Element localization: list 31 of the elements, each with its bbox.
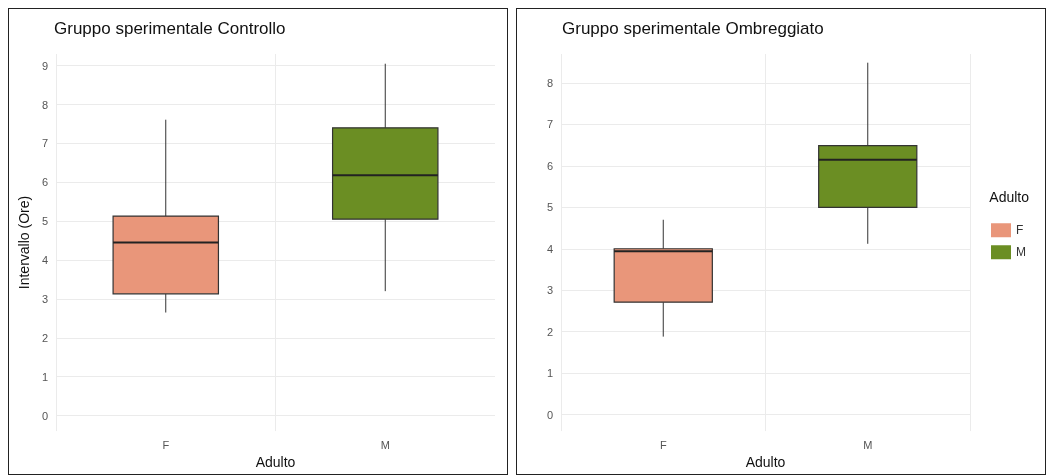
y-tick-label: 3 bbox=[546, 284, 553, 297]
y-tick-label: 5 bbox=[41, 215, 49, 228]
x-tick-label: F bbox=[659, 438, 667, 451]
y-tick-label: 9 bbox=[41, 59, 49, 72]
chart-title: Gruppo sperimentale Controllo bbox=[54, 19, 286, 38]
chart-title: Gruppo sperimentale Ombreggiato bbox=[562, 19, 824, 38]
y-tick-label: 5 bbox=[546, 201, 553, 214]
x-axis-title: Adulto bbox=[255, 454, 296, 470]
x-axis-title: Adulto bbox=[745, 454, 786, 470]
x-tick-label: F bbox=[162, 438, 170, 451]
x-tick-label: M bbox=[380, 438, 390, 451]
y-tick-label: 0 bbox=[546, 408, 553, 421]
y-tick-label: 6 bbox=[546, 159, 553, 172]
y-tick-label: 7 bbox=[546, 118, 553, 131]
y-tick-label: 7 bbox=[41, 137, 49, 150]
legend-label: M bbox=[1016, 245, 1026, 260]
y-axis-title: Intervallo (Ore) bbox=[16, 195, 32, 290]
y-tick-label: 8 bbox=[546, 77, 553, 90]
y-tick-label: 6 bbox=[41, 176, 49, 189]
y-tick-label: 1 bbox=[41, 370, 49, 383]
legend-label: F bbox=[1016, 223, 1024, 238]
y-tick-label: 4 bbox=[546, 242, 553, 255]
y-tick-label: 4 bbox=[41, 254, 49, 267]
y-tick-label: 3 bbox=[41, 292, 49, 305]
y-tick-label: 2 bbox=[546, 325, 553, 338]
y-tick-label: 0 bbox=[41, 409, 49, 422]
y-tick-label: 1 bbox=[546, 367, 553, 380]
legend-title: Adulto bbox=[989, 189, 1030, 206]
y-tick-label: 2 bbox=[41, 331, 49, 344]
y-tick-label: 8 bbox=[41, 98, 49, 111]
x-tick-label: M bbox=[863, 438, 873, 451]
